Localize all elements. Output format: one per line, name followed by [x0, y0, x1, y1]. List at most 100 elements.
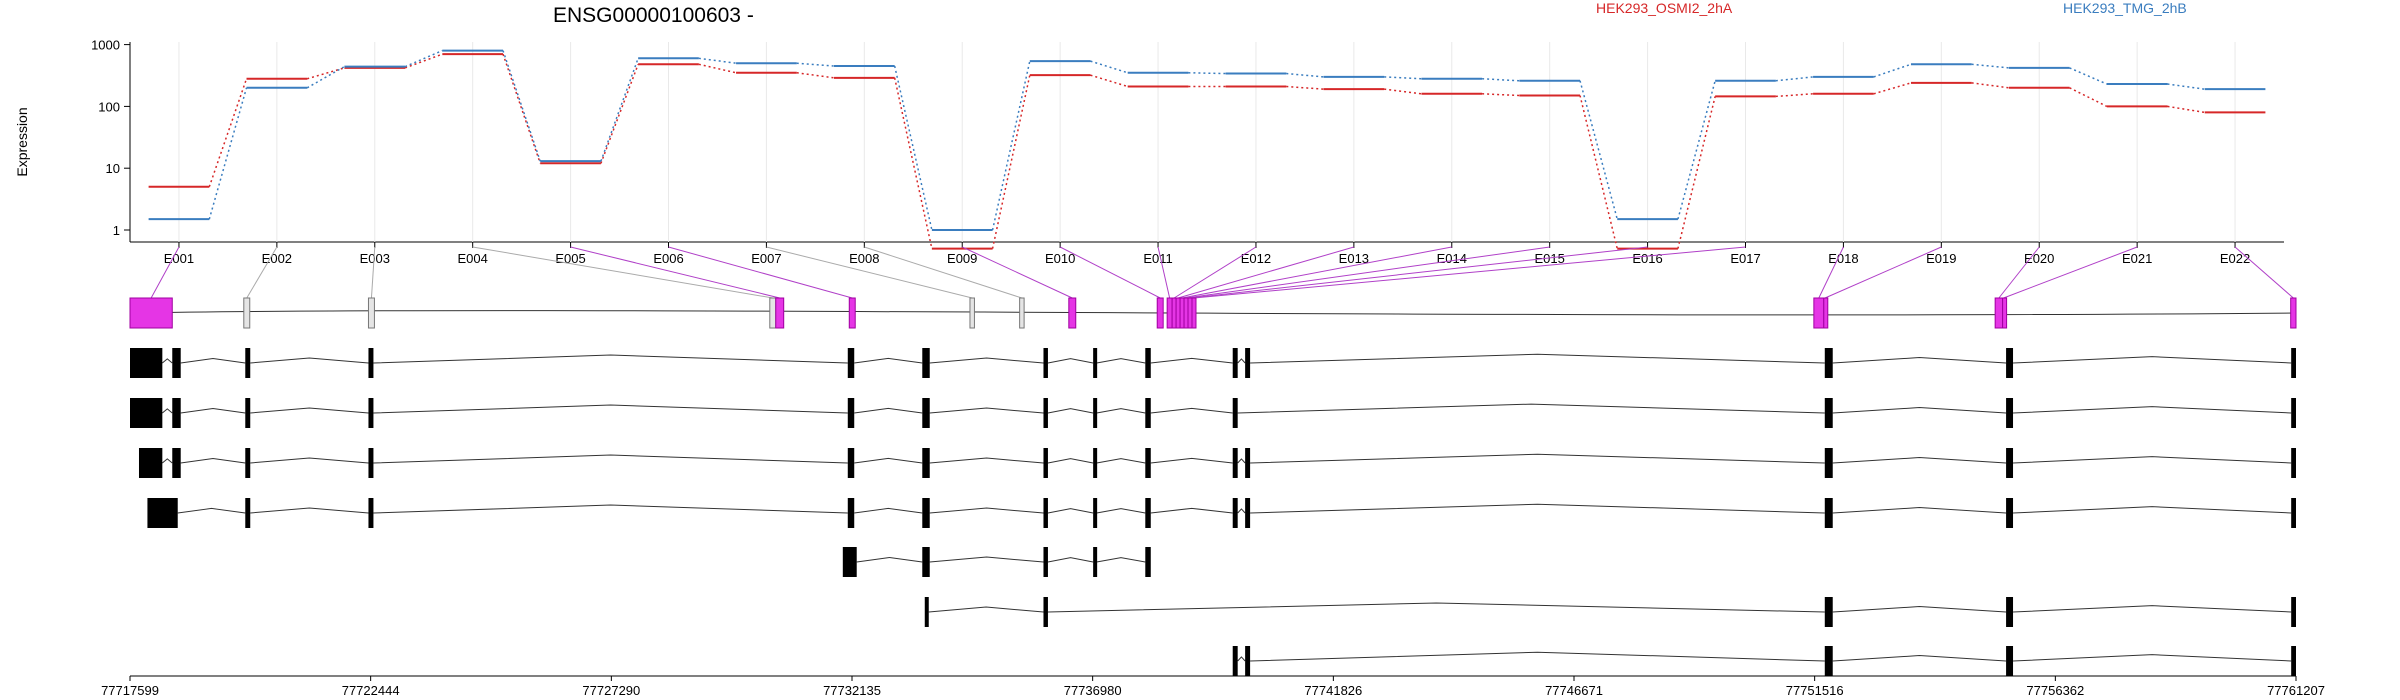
- series-connector: [991, 75, 1031, 249]
- transcript-exon: [1043, 398, 1048, 428]
- x-tick-label: E006: [653, 251, 683, 266]
- transcript-intron: [1250, 453, 1825, 464]
- transcript-exon: [1093, 398, 1098, 428]
- exon-bin: [243, 297, 251, 329]
- transcript-intron: [1832, 407, 2007, 414]
- series-connector: [1971, 82, 2009, 89]
- transcript-intron: [1096, 508, 1146, 514]
- transcript-intron: [2013, 506, 2292, 514]
- transcript-exon: [2291, 646, 2296, 676]
- transcript-exon: [1093, 498, 1098, 528]
- transcript-intron: [1047, 458, 1094, 464]
- genomic-tick-label: 77732135: [823, 683, 881, 698]
- transcript-intron: [250, 507, 369, 514]
- transcript-exon: [1043, 348, 1048, 378]
- transcript-intron: [1047, 508, 1094, 514]
- exon-connector: [1185, 246, 1550, 299]
- x-tick-label: E021: [2122, 251, 2152, 266]
- transcript-exon: [1145, 398, 1151, 428]
- transcript-exon: [922, 547, 930, 577]
- transcript-exon: [245, 498, 251, 528]
- transcript-exon: [1824, 398, 1833, 428]
- exon-bin: [1187, 297, 1193, 329]
- transcript-exon: [1043, 448, 1048, 478]
- exon-connector: [1818, 246, 1844, 299]
- x-tick-label: E001: [164, 251, 194, 266]
- series-connector: [600, 58, 639, 162]
- series-connector: [307, 67, 345, 80]
- series-connector: [2069, 67, 2108, 85]
- transcript-exon: [847, 448, 855, 478]
- transcript-exon: [1145, 348, 1151, 378]
- exon-bin: [1191, 297, 1197, 329]
- transcript-intron: [1832, 507, 2007, 514]
- series-connector: [1775, 93, 1814, 98]
- exon-bin: [769, 297, 777, 329]
- transcript-intron: [1250, 353, 1825, 364]
- transcript-exon: [1824, 646, 1833, 676]
- transcript-intron: [373, 454, 848, 464]
- transcript: [924, 597, 2296, 627]
- transcript: [138, 448, 2296, 478]
- series-connector: [404, 53, 443, 69]
- transcript-exon: [1043, 547, 1048, 577]
- transcript-exon: [368, 448, 374, 478]
- transcript-exon: [1232, 348, 1238, 378]
- transcript-intron: [929, 507, 1044, 514]
- series-connector: [893, 65, 933, 231]
- x-tick-label: E009: [947, 251, 977, 266]
- y-tick-label: 100: [98, 99, 120, 114]
- series-connector: [1677, 80, 1716, 220]
- x-tick-label: E020: [2024, 251, 2054, 266]
- transcript-intron: [1237, 403, 1825, 414]
- transcript: [147, 498, 2296, 528]
- transcript-exon: [245, 348, 251, 378]
- transcript-intron: [929, 407, 1044, 414]
- series-connector: [1384, 76, 1422, 80]
- transcript: [842, 547, 1151, 577]
- transcript-intron: [373, 354, 848, 364]
- transcript-intron: [1237, 656, 1246, 662]
- transcript-intron: [1237, 458, 1246, 464]
- transcript-exon: [1245, 498, 1251, 528]
- transcript-exon: [1093, 547, 1098, 577]
- genomic-tick-label: 77756362: [2026, 683, 2084, 698]
- transcript-intron: [2013, 406, 2292, 414]
- transcript-exon: [842, 547, 857, 577]
- transcript-exon: [1093, 448, 1098, 478]
- series-connector: [796, 62, 835, 67]
- transcript-intron: [162, 408, 173, 414]
- transcript-exon: [245, 448, 251, 478]
- genomic-tick-label: 77722444: [342, 683, 400, 698]
- transcript-intron: [2013, 456, 2292, 464]
- transcript-intron: [854, 457, 923, 464]
- exon-connector: [370, 246, 376, 299]
- exon-bin: [1019, 297, 1025, 329]
- transcript-intron: [854, 407, 923, 414]
- series-connector: [1579, 95, 1618, 249]
- series-connector: [2069, 87, 2108, 108]
- transcript-exon: [1245, 646, 1251, 676]
- transcript-exon: [1232, 448, 1238, 478]
- transcript-intron: [1096, 358, 1146, 364]
- transcript-intron: [1150, 407, 1233, 414]
- genomic-tick-label: 77736980: [1064, 683, 1122, 698]
- transcript-exon: [922, 448, 930, 478]
- transcript-intron: [162, 358, 173, 364]
- transcript-intron: [929, 457, 1044, 464]
- exon-bin: [1823, 297, 1829, 329]
- transcript-intron: [1047, 602, 1825, 613]
- genomic-tick-label: 77717599: [101, 683, 159, 698]
- transcript-exon: [1145, 448, 1151, 478]
- series-connector: [502, 53, 541, 164]
- series-connector: [1482, 93, 1520, 97]
- transcript-exon: [2006, 498, 2014, 528]
- transcript-intron: [1047, 408, 1094, 414]
- transcript-exon: [130, 398, 163, 428]
- transcript-intron: [1096, 458, 1146, 464]
- exon-bin: [1171, 297, 1177, 329]
- exon-connector: [1181, 246, 1452, 299]
- gene-intron-line: [129, 310, 2297, 316]
- exon-connector: [2234, 246, 2294, 299]
- series-1: [148, 53, 2266, 250]
